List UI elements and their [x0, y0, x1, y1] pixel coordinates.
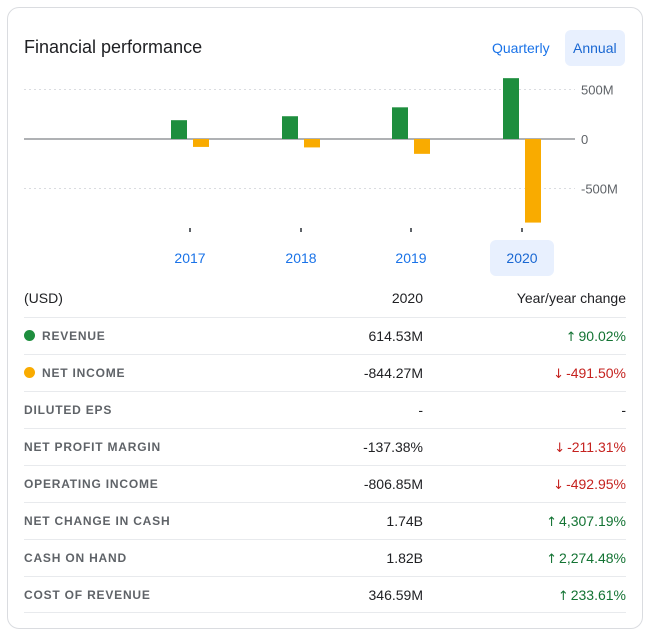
arrow-up-icon: ↑ — [546, 515, 558, 530]
x-tick-2019[interactable]: 2019 — [395, 250, 427, 266]
net-income-bar-2018[interactable] — [304, 139, 320, 148]
row-change-text: 4,307.19% — [559, 513, 626, 529]
row-value: 1.82B — [386, 550, 423, 566]
row-change-text: 233.61% — [570, 587, 626, 603]
financial-table: REVENUE 614.53M ↑ 90.02% NET INCOME -844.27M ↓… — [24, 317, 626, 613]
row-change-text: 90.02% — [578, 328, 626, 344]
table-row: NET INCOME -844.27M ↓ -491.50% — [24, 354, 626, 391]
y-tick-label: 500M — [581, 83, 614, 98]
financial-performance-card: Financial performance Quarterly Annual 5… — [7, 7, 643, 629]
row-value: 614.53M — [368, 328, 423, 344]
quarterly-toggle[interactable]: Quarterly — [492, 40, 550, 56]
x-tick-2018[interactable]: 2018 — [285, 250, 317, 266]
row-change: ↑ 4,307.19% — [546, 513, 626, 530]
card-title: Financial performance — [24, 37, 203, 57]
x-tick-2017[interactable]: 2017 — [174, 250, 206, 266]
net-income-bar-2019[interactable] — [414, 139, 430, 154]
arrow-down-icon: ↓ — [554, 441, 566, 456]
annual-toggle[interactable]: Annual — [565, 30, 625, 66]
y-tick-label: 0 — [581, 132, 588, 147]
table-row: NET PROFIT MARGIN -137.38% ↓ -211.31% — [24, 428, 626, 465]
row-value: 346.59M — [368, 587, 423, 603]
row-change-text: - — [621, 402, 626, 418]
row-label-text: NET CHANGE IN CASH — [24, 514, 171, 528]
row-change: ↑ 233.61% — [558, 587, 626, 604]
currency-header: (USD) — [24, 290, 63, 306]
row-label: DILUTED EPS — [24, 403, 112, 417]
row-label-text: CASH ON HAND — [24, 551, 127, 565]
financial-bar-chart: 500M 0 -500M — [24, 78, 618, 232]
row-change-text: -491.50% — [566, 365, 626, 381]
row-label-text: OPERATING INCOME — [24, 477, 159, 491]
revenue-bar-2017[interactable] — [171, 120, 187, 139]
row-label: OPERATING INCOME — [24, 477, 159, 491]
arrow-up-icon: ↑ — [546, 552, 558, 567]
arrow-up-icon: ↑ — [565, 330, 577, 345]
table-row: CASH ON HAND 1.82B ↑ 2,274.48% — [24, 539, 626, 576]
row-change-text: -492.95% — [566, 476, 626, 492]
arrow-down-icon: ↓ — [553, 478, 565, 493]
y-tick-label: -500M — [581, 182, 618, 197]
row-change-text: -211.31% — [567, 439, 626, 455]
net-income-bar-2020[interactable] — [525, 139, 541, 223]
table-row: COST OF REVENUE 346.59M ↑ 233.61% — [24, 576, 626, 613]
arrow-up-icon: ↑ — [557, 589, 569, 604]
revenue-bar-2018[interactable] — [282, 116, 298, 139]
row-value: -137.38% — [363, 439, 423, 455]
row-label: COST OF REVENUE — [24, 588, 151, 602]
row-label-text: NET PROFIT MARGIN — [24, 440, 161, 454]
arrow-down-icon: ↓ — [553, 367, 565, 382]
table-row: NET CHANGE IN CASH 1.74B ↑ 4,307.19% — [24, 502, 626, 539]
row-value: 1.74B — [386, 513, 423, 529]
row-label-text: REVENUE — [42, 329, 106, 343]
net-income-legend-dot-icon — [24, 367, 35, 378]
row-change-text: 2,274.48% — [559, 550, 626, 566]
row-change: - — [621, 402, 626, 418]
x-tick-2020[interactable]: 2020 — [490, 240, 554, 276]
row-change: ↑ 90.02% — [566, 328, 626, 345]
table-row: OPERATING INCOME -806.85M ↓ -492.95% — [24, 465, 626, 502]
table-header: (USD) 2020 Year/year change — [24, 290, 626, 312]
change-header: Year/year change — [516, 290, 626, 306]
row-change: ↓ -211.31% — [554, 439, 626, 456]
net-income-bar-2017[interactable] — [193, 139, 209, 147]
revenue-bar-2019[interactable] — [392, 107, 408, 139]
row-value: -844.27M — [363, 365, 423, 381]
row-change: ↑ 2,274.48% — [546, 550, 626, 567]
revenue-legend-dot-icon — [24, 330, 35, 341]
row-label-text: DILUTED EPS — [24, 403, 113, 417]
row-label: NET CHANGE IN CASH — [24, 514, 170, 528]
row-change: ↓ -492.95% — [553, 476, 626, 493]
row-label: NET INCOME — [24, 366, 125, 380]
revenue-bar-2020[interactable] — [503, 78, 519, 139]
table-row: REVENUE 614.53M ↑ 90.02% — [24, 317, 626, 354]
row-label-text: COST OF REVENUE — [24, 588, 151, 602]
table-row: DILUTED EPS - - — [24, 391, 626, 428]
row-label: NET PROFIT MARGIN — [24, 440, 161, 454]
row-value: - — [418, 402, 423, 418]
period-header: 2020 — [391, 290, 423, 306]
row-label-text: NET INCOME — [42, 366, 126, 380]
row-label: CASH ON HAND — [24, 551, 127, 565]
row-change: ↓ -491.50% — [553, 365, 626, 382]
row-label: REVENUE — [24, 329, 106, 343]
row-value: -806.85M — [363, 476, 423, 492]
